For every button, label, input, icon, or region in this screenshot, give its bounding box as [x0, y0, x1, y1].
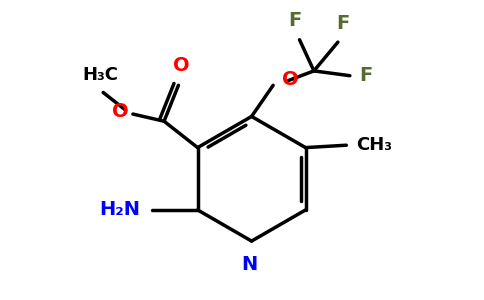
Text: H₃C: H₃C — [83, 66, 119, 84]
Text: O: O — [282, 70, 299, 89]
Text: O: O — [172, 56, 189, 75]
Text: F: F — [288, 11, 302, 30]
Text: H₂N: H₂N — [99, 200, 140, 219]
Text: N: N — [241, 254, 257, 274]
Text: F: F — [336, 14, 349, 32]
Text: CH₃: CH₃ — [356, 136, 392, 154]
Text: F: F — [360, 66, 373, 85]
Text: O: O — [112, 102, 129, 121]
